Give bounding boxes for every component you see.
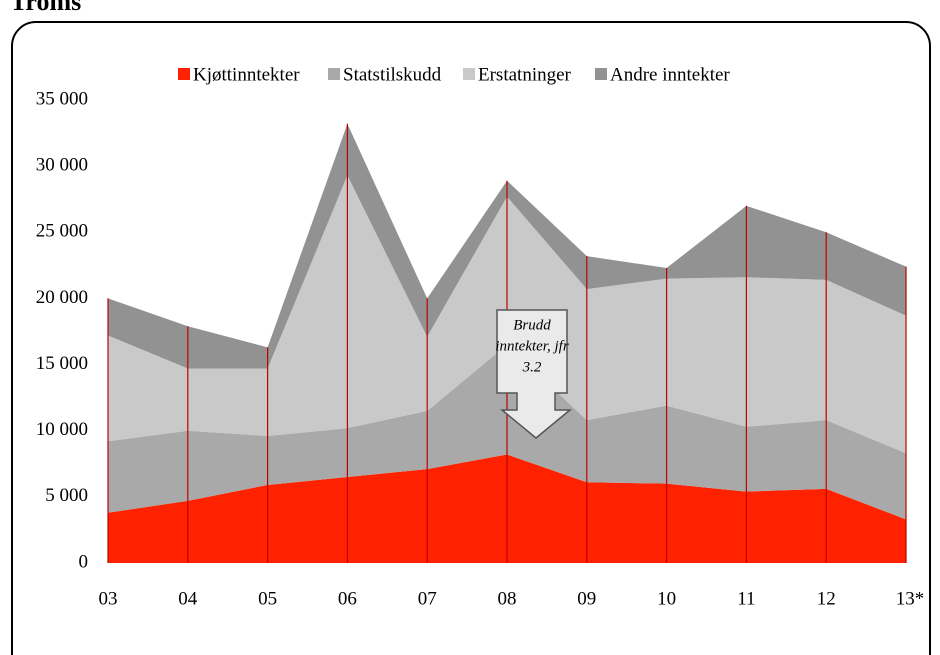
- y-tick-label: 0: [79, 551, 89, 572]
- x-tick-label: 10: [657, 588, 676, 609]
- x-tick-label: 09: [577, 588, 596, 609]
- heading: Troms: [10, 0, 81, 16]
- legend-label: Andre inntekter: [610, 64, 730, 85]
- x-tick-label: 12: [817, 588, 836, 609]
- y-tick-label: 15 000: [36, 353, 88, 374]
- x-tick-label: 08: [498, 588, 517, 609]
- annotation-callout: [496, 309, 573, 439]
- x-tick-label: 07: [418, 588, 437, 609]
- plot-area: 0 5 000 10 000 15 000 20 000 25 000 30 000 35 0…: [36, 64, 925, 609]
- x-tick-label: 06: [338, 588, 357, 609]
- annotation-text: Brudd: [513, 317, 551, 333]
- legend-swatch: [463, 68, 475, 80]
- legend-label: Statstilskudd: [343, 64, 442, 85]
- legend-swatch: [328, 68, 340, 80]
- y-tick-label: 30 000: [36, 155, 88, 176]
- y-tick-label: 10 000: [36, 419, 88, 440]
- legend-swatch: [178, 68, 190, 80]
- x-tick-label: 05: [258, 588, 277, 609]
- x-tick-label: 03: [99, 588, 118, 609]
- frame: [11, 21, 931, 655]
- legend-label: Kjøttinntekter: [193, 64, 300, 85]
- y-tick-label: 20 000: [36, 287, 88, 308]
- annotation-text: inntekter, jfr: [495, 338, 568, 354]
- x-tick-label: 11: [737, 588, 755, 609]
- x-tick-label: 04: [178, 588, 198, 609]
- annotation-text: 3.2: [522, 359, 542, 375]
- y-tick-label: 25 000: [36, 221, 88, 242]
- y-tick-label: 35 000: [36, 88, 88, 109]
- legend-label: Erstatninger: [478, 64, 572, 85]
- y-tick-label: 5 000: [45, 485, 88, 506]
- legend-swatch: [595, 68, 607, 80]
- x-tick-label: 13*: [896, 588, 925, 609]
- annotation: Brudd inntekter, jfr 3.2: [495, 309, 573, 439]
